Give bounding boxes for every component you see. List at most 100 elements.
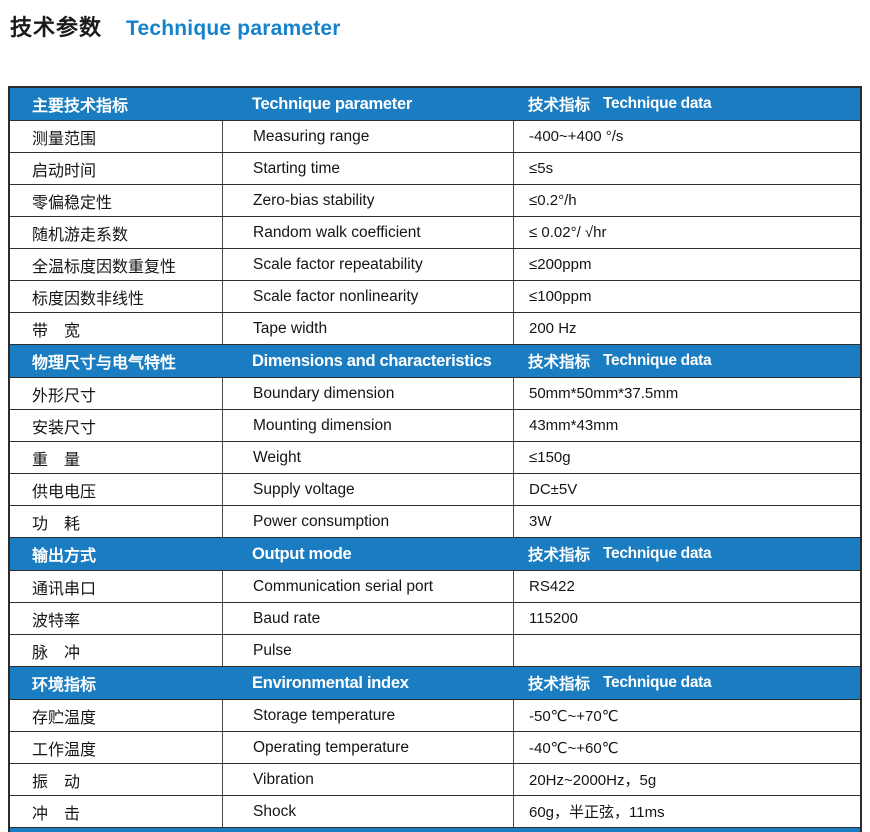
section-header-en: Dimensions and characteristics <box>252 351 492 370</box>
table-row: 波特率 Baud rate 115200 <box>10 603 860 635</box>
param-value: 60g，半正弦，11ms <box>529 804 665 821</box>
table-row: 外形尺寸 Boundary dimension 50mm*50mm*37.5mm <box>10 378 860 410</box>
table-row: 工作温度 Operating temperature -40℃~+60℃ <box>10 732 860 764</box>
param-value: ≤150g <box>529 449 571 466</box>
table-row: 全温标度因数重复性 Scale factor repeatability ≤20… <box>10 249 860 281</box>
param-name-zh: 外形尺寸 <box>32 387 97 405</box>
section-header-en: Environmental index <box>252 673 409 692</box>
data-column-header-zh: 技术指标 <box>528 676 591 693</box>
table-row: 存贮温度 Storage temperature -50℃~+70℃ <box>10 700 860 732</box>
page-title-zh: 技术参数 <box>10 15 103 40</box>
table-row: 安装尺寸 Mounting dimension 43mm*43mm <box>10 410 860 442</box>
table-row: 测量范围 Measuring range -400~+400 °/s <box>10 121 860 153</box>
section-header-zh: 物理尺寸与电气特性 <box>32 355 177 372</box>
section-header-en: Output mode <box>252 544 352 563</box>
param-name-en: Shock <box>253 802 297 820</box>
param-name-en: Starting time <box>253 159 341 177</box>
table-row: 重 量 Weight ≤150g <box>10 442 860 474</box>
param-name-zh: 功 耗 <box>32 515 81 533</box>
table-row: 随机游走系数 Random walk coefficient ≤ 0.02°/ … <box>10 217 860 249</box>
param-value: -40℃~+60℃ <box>529 739 619 757</box>
section-header-output-mode: 输出方式 Output mode 技术指标 Technique data <box>10 538 860 571</box>
param-name-en: Pulse <box>253 641 292 659</box>
param-name-en: Tape width <box>253 319 328 337</box>
param-name-en: Weight <box>253 448 301 466</box>
section-header-main-indicators: 主要技术指标 Technique parameter 技术指标 Techniqu… <box>10 88 860 121</box>
param-value: 20Hz~2000Hz，5g <box>529 772 657 789</box>
param-name-zh: 供电电压 <box>32 483 97 501</box>
param-name-zh: 带 宽 <box>32 322 81 340</box>
technique-parameter-table: 主要技术指标 Technique parameter 技术指标 Techniqu… <box>8 86 862 832</box>
param-name-zh: 通讯串口 <box>32 580 97 598</box>
data-column-header-en: Technique data <box>603 674 712 691</box>
param-name-zh: 标度因数非线性 <box>32 290 145 308</box>
param-name-zh: 振 动 <box>32 773 81 791</box>
section-header-zh: 主要技术指标 <box>32 98 129 115</box>
section-header-environmental: 环境指标 Environmental index 技术指标 Technique … <box>10 667 860 700</box>
param-name-en: Communication serial port <box>253 577 434 595</box>
table-row: 脉 冲 Pulse <box>10 635 860 667</box>
param-name-en: Storage temperature <box>253 706 396 724</box>
section-header-zh: 环境指标 <box>32 677 97 694</box>
table-row: 供电电压 Supply voltage DC±5V <box>10 474 860 506</box>
section-header-dimensions: 物理尺寸与电气特性 Dimensions and characteristics… <box>10 345 860 378</box>
table-row: 零偏稳定性 Zero-bias stability ≤0.2°/h <box>10 185 860 217</box>
param-name-en: Baud rate <box>253 609 321 627</box>
param-name-zh: 测量范围 <box>32 130 97 148</box>
data-column-header-en: Technique data <box>603 352 712 369</box>
param-name-zh: 重 量 <box>32 451 81 469</box>
param-name-en: Scale factor repeatability <box>253 255 423 273</box>
param-name-en: Mounting dimension <box>253 416 392 434</box>
data-column-header-zh: 技术指标 <box>528 547 591 564</box>
table-row: 启动时间 Starting time ≤5s <box>10 153 860 185</box>
table-bottom-accent-bar <box>10 828 860 832</box>
param-name-zh: 存贮温度 <box>32 709 97 727</box>
param-value: ≤0.2°/h <box>529 192 577 209</box>
param-name-en: Measuring range <box>253 127 370 145</box>
param-name-en: Operating temperature <box>253 738 409 756</box>
param-name-zh: 脉 冲 <box>32 644 81 662</box>
param-value: -400~+400 °/s <box>529 128 624 145</box>
table-row: 冲 击 Shock 60g，半正弦，11ms <box>10 796 860 828</box>
param-value: 50mm*50mm*37.5mm <box>529 385 679 402</box>
param-value: 200 Hz <box>529 320 577 337</box>
param-name-en: Zero-bias stability <box>253 191 375 209</box>
param-name-en: Boundary dimension <box>253 384 395 402</box>
table-row: 振 动 Vibration 20Hz~2000Hz，5g <box>10 764 860 796</box>
param-value: ≤200ppm <box>529 256 592 273</box>
param-name-zh: 零偏稳定性 <box>32 194 113 212</box>
param-value: DC±5V <box>529 481 578 498</box>
page-title-en: Technique parameter <box>126 17 341 40</box>
param-name-zh: 随机游走系数 <box>32 226 129 244</box>
data-column-header-en: Technique data <box>603 545 712 562</box>
table-row: 功 耗 Power consumption 3W <box>10 506 860 538</box>
param-name-en: Power consumption <box>253 512 390 530</box>
param-value: ≤100ppm <box>529 288 592 305</box>
data-column-header-en: Technique data <box>603 95 712 112</box>
param-value: RS422 <box>529 578 575 595</box>
section-header-en: Technique parameter <box>252 94 412 113</box>
param-value: 3W <box>529 513 552 530</box>
param-name-zh: 全温标度因数重复性 <box>32 258 177 276</box>
param-name-zh: 冲 击 <box>32 805 81 823</box>
data-column-header-zh: 技术指标 <box>528 354 591 371</box>
param-value: 43mm*43mm <box>529 417 619 434</box>
param-value: ≤5s <box>529 160 554 177</box>
page-title: 技术参数 Technique parameter <box>10 10 341 42</box>
param-name-en: Random walk coefficient <box>253 223 421 241</box>
param-name-en: Scale factor nonlinearity <box>253 287 419 305</box>
param-value: 115200 <box>529 610 578 627</box>
param-name-en: Supply voltage <box>253 480 355 498</box>
table-row: 带 宽 Tape width 200 Hz <box>10 313 860 345</box>
section-header-zh: 输出方式 <box>32 548 97 565</box>
param-value: ≤ 0.02°/ √hr <box>529 224 607 241</box>
param-name-zh: 工作温度 <box>32 741 97 759</box>
param-name-zh: 安装尺寸 <box>32 419 97 437</box>
table-row: 标度因数非线性 Scale factor nonlinearity ≤100pp… <box>10 281 860 313</box>
param-value: -50℃~+70℃ <box>529 707 619 725</box>
table-row: 通讯串口 Communication serial port RS422 <box>10 571 860 603</box>
param-name-zh: 波特率 <box>32 612 81 630</box>
data-column-header-zh: 技术指标 <box>528 97 591 114</box>
param-name-en: Vibration <box>253 770 314 788</box>
